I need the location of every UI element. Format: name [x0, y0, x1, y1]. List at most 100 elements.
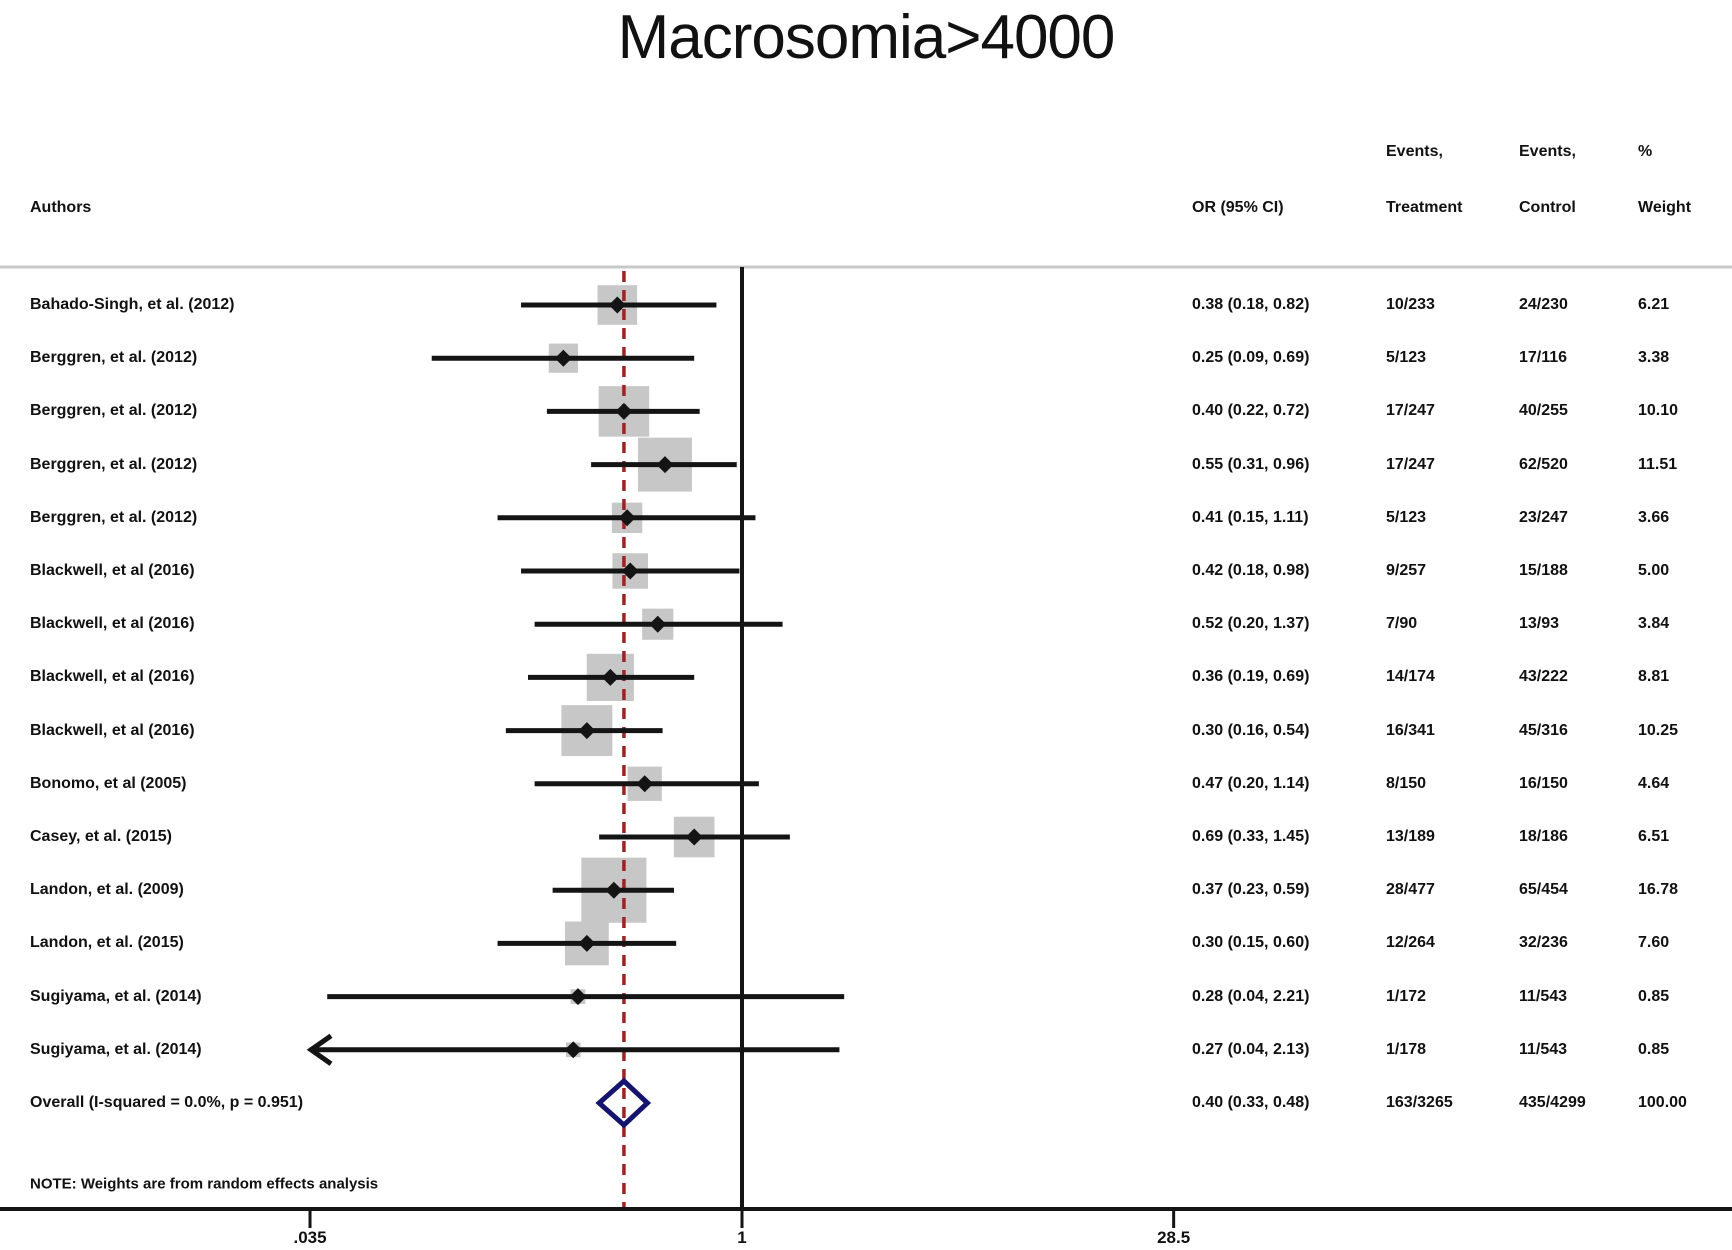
- study-or-ci: 0.30 (0.16, 0.54): [1192, 721, 1310, 739]
- study-author: Blackwell, et al (2016): [30, 668, 195, 686]
- point-marker: [615, 402, 633, 420]
- study-events-treatment: 17/247: [1386, 402, 1435, 420]
- study-weight: 7.60: [1638, 934, 1670, 952]
- point-marker: [618, 509, 636, 527]
- study-events-treatment: 1/172: [1386, 987, 1427, 1005]
- study-events-control: 32/236: [1519, 934, 1568, 952]
- study-weight: 3.66: [1638, 508, 1670, 526]
- study-author: Berggren, et al. (2012): [30, 508, 198, 526]
- study-events-treatment: 7/90: [1386, 615, 1418, 633]
- study-weight: 6.51: [1638, 828, 1670, 845]
- study-weight: 0.85: [1638, 1040, 1670, 1058]
- overall-weight: 100.00: [1638, 1094, 1687, 1111]
- overall-or-ci: 0.40 (0.33, 0.48): [1192, 1094, 1310, 1111]
- study-author: Bahado-Singh, et al. (2012): [30, 296, 235, 313]
- study-or-ci: 0.55 (0.31, 0.96): [1192, 455, 1310, 473]
- study-events-control: 18/186: [1519, 828, 1568, 845]
- study-events-control: 62/520: [1519, 455, 1568, 473]
- col-header-weight: Weight: [1638, 199, 1692, 216]
- study-events-treatment: 1/178: [1386, 1040, 1427, 1058]
- note-text: NOTE: Weights are from random effects an…: [30, 1175, 379, 1193]
- study-events-treatment: 9/257: [1386, 562, 1427, 579]
- study-weight: 11.51: [1638, 455, 1678, 473]
- study-weight: 16.78: [1638, 881, 1679, 899]
- study-events-control: 43/222: [1519, 668, 1568, 686]
- study-or-ci: 0.25 (0.09, 0.69): [1192, 349, 1310, 367]
- col-header-events-treatment: Events,: [1386, 143, 1443, 160]
- study-events-treatment: 10/233: [1386, 296, 1435, 313]
- study-or-ci: 0.47 (0.20, 1.14): [1192, 774, 1310, 792]
- study-events-control: 40/255: [1519, 402, 1568, 420]
- overall-events-control: 435/4299: [1519, 1094, 1586, 1111]
- study-weight: 4.64: [1638, 774, 1670, 792]
- study-events-control: 65/454: [1519, 881, 1568, 899]
- study-or-ci: 0.38 (0.18, 0.82): [1192, 296, 1310, 313]
- study-events-control: 11/543: [1519, 1040, 1568, 1058]
- study-or-ci: 0.36 (0.19, 0.69): [1192, 668, 1310, 686]
- overall-events-treatment: 163/3265: [1386, 1094, 1453, 1111]
- study-or-ci: 0.40 (0.22, 0.72): [1192, 402, 1310, 420]
- study-author: Blackwell, et al (2016): [30, 721, 195, 739]
- study-author: Sugiyama, et al. (2014): [30, 1040, 202, 1058]
- point-marker: [605, 881, 623, 899]
- col-header-authors: Authors: [30, 199, 92, 216]
- study-weight: 8.81: [1638, 668, 1670, 686]
- study-weight: 10.25: [1638, 721, 1679, 739]
- point-marker: [656, 456, 674, 474]
- study-or-ci: 0.69 (0.33, 1.45): [1192, 828, 1310, 845]
- overall-label: Overall (I-squared = 0.0%, p = 0.951): [30, 1094, 304, 1111]
- study-author: Berggren, et al. (2012): [30, 349, 198, 367]
- col-header-control: Control: [1519, 199, 1576, 216]
- point-marker: [578, 722, 596, 740]
- point-marker: [685, 828, 703, 846]
- study-events-control: 15/188: [1519, 562, 1568, 579]
- study-or-ci: 0.37 (0.23, 0.59): [1192, 881, 1310, 899]
- study-weight: 3.38: [1638, 349, 1670, 367]
- study-events-control: 11/543: [1519, 987, 1568, 1005]
- col-header-or-ci: OR (95% CI): [1192, 199, 1284, 216]
- study-events-treatment: 5/123: [1386, 349, 1427, 367]
- study-or-ci: 0.27 (0.04, 2.13): [1192, 1040, 1310, 1058]
- study-events-treatment: 28/477: [1386, 881, 1435, 899]
- study-author: Bonomo, et al (2005): [30, 774, 187, 792]
- study-or-ci: 0.30 (0.15, 0.60): [1192, 934, 1310, 952]
- study-weight: 5.00: [1638, 562, 1670, 579]
- x-tick-label: 1: [737, 1228, 747, 1247]
- study-weight: 6.21: [1638, 296, 1670, 313]
- study-events-control: 45/316: [1519, 721, 1568, 739]
- study-events-treatment: 17/247: [1386, 455, 1435, 473]
- overall-diamond: [595, 1077, 652, 1129]
- study-author: Berggren, et al. (2012): [30, 455, 198, 473]
- study-weight: 10.10: [1638, 402, 1679, 420]
- point-marker: [601, 668, 619, 686]
- point-marker: [649, 615, 667, 633]
- study-author: Blackwell, et al (2016): [30, 615, 195, 633]
- x-tick-label: 28.5: [1157, 1228, 1191, 1247]
- study-or-ci: 0.41 (0.15, 1.11): [1192, 508, 1309, 526]
- study-author: Landon, et al. (2009): [30, 881, 184, 899]
- study-events-treatment: 5/123: [1386, 508, 1427, 526]
- point-marker: [569, 988, 587, 1006]
- study-events-treatment: 8/150: [1386, 774, 1427, 792]
- study-author: Blackwell, et al (2016): [30, 562, 195, 579]
- study-or-ci: 0.28 (0.04, 2.21): [1192, 987, 1310, 1005]
- x-tick-label: .035: [293, 1228, 327, 1247]
- point-marker: [636, 775, 654, 793]
- point-marker: [564, 1041, 582, 1059]
- study-events-control: 13/93: [1519, 615, 1560, 633]
- study-events-treatment: 14/174: [1386, 668, 1435, 686]
- study-events-control: 23/247: [1519, 508, 1568, 526]
- study-author: Casey, et al. (2015): [30, 828, 173, 845]
- study-or-ci: 0.42 (0.18, 0.98): [1192, 562, 1310, 579]
- point-marker: [554, 349, 572, 367]
- study-events-treatment: 12/264: [1386, 934, 1435, 952]
- study-events-control: 17/116: [1519, 349, 1568, 367]
- arrow-head-left: [306, 1033, 333, 1066]
- point-marker: [578, 934, 596, 952]
- point-marker: [608, 296, 626, 314]
- study-weight: 3.84: [1638, 615, 1670, 633]
- study-events-treatment: 13/189: [1386, 828, 1435, 845]
- study-author: Berggren, et al. (2012): [30, 402, 198, 420]
